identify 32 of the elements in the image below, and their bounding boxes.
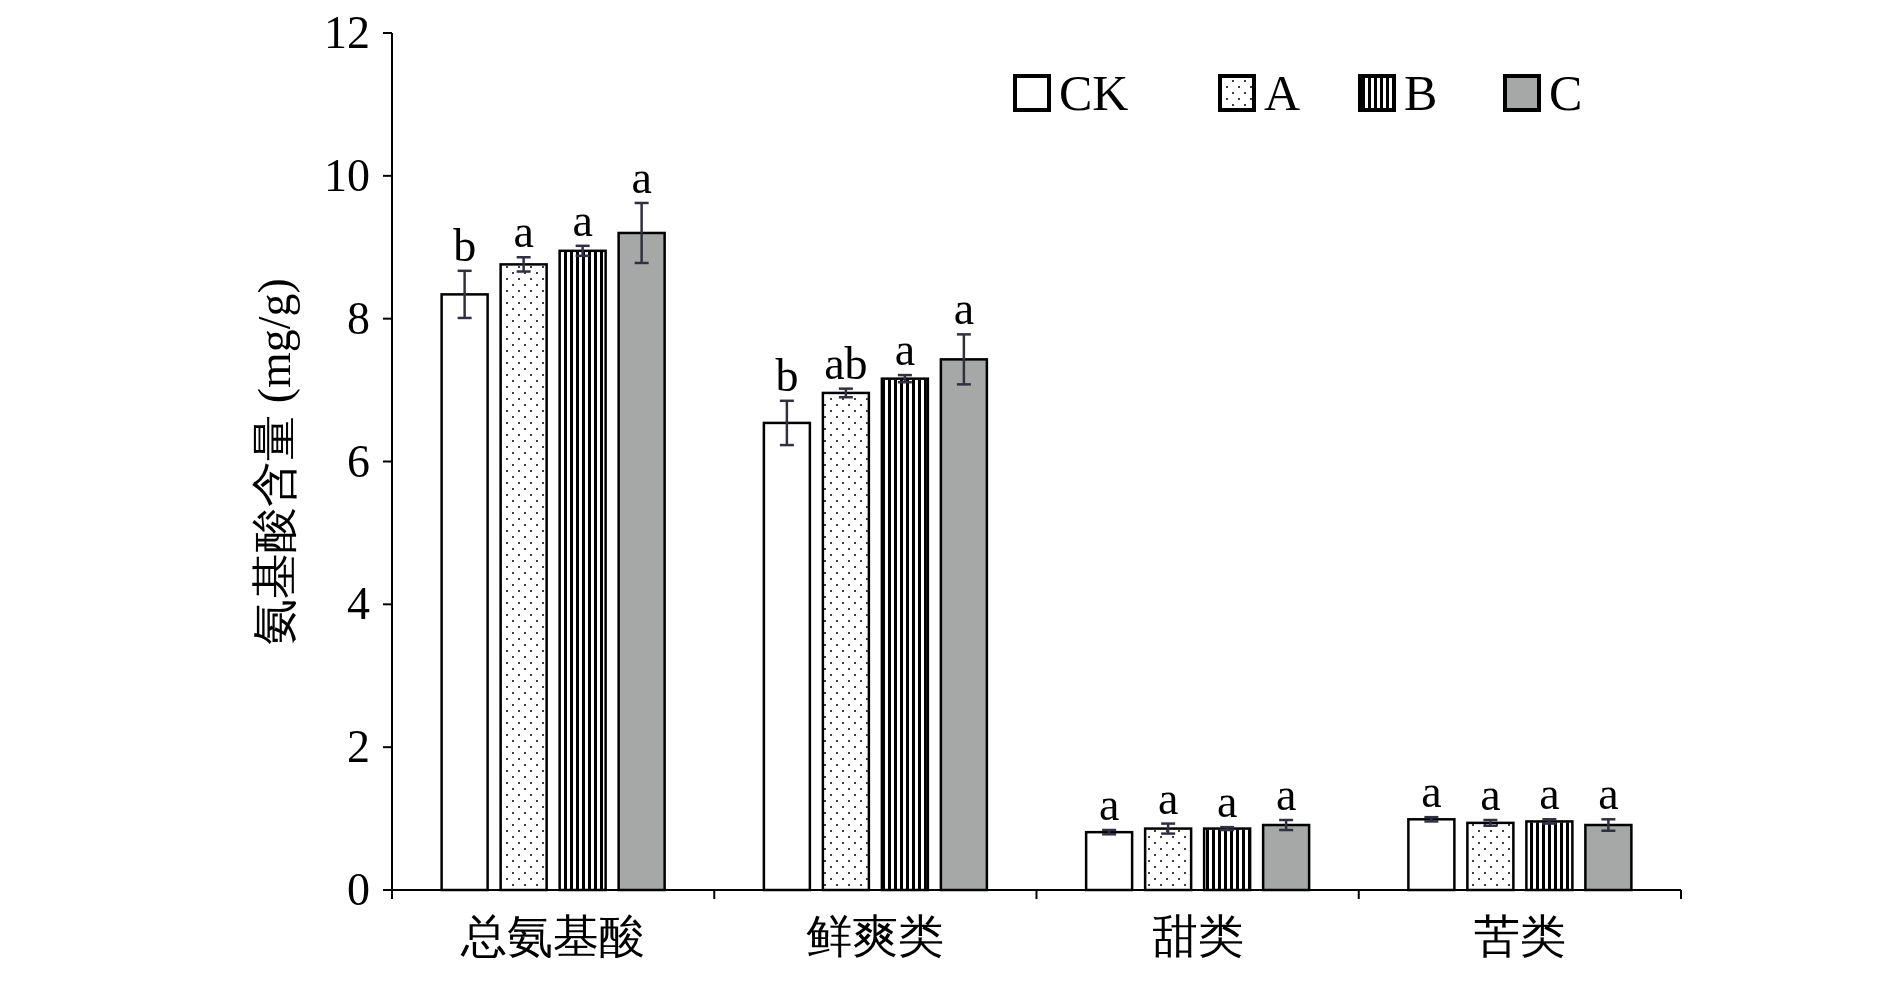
- data-label: b: [453, 219, 477, 271]
- data-label: a: [1216, 776, 1238, 828]
- legend-label: B: [1404, 65, 1438, 121]
- data-label: a: [1480, 769, 1501, 821]
- data-label: a: [953, 283, 975, 335]
- x-tick-label: 甜类: [1151, 911, 1244, 962]
- data-label: ab: [824, 337, 868, 389]
- y-tick-label: 2: [347, 721, 370, 773]
- x-tick-label: 总氨基酸: [460, 911, 646, 962]
- data-label: a: [1098, 779, 1120, 831]
- legend-label: A: [1264, 65, 1301, 121]
- data-label: a: [1157, 772, 1179, 824]
- x-tick-label: 苦类: [1473, 911, 1566, 962]
- y-tick-label: 10: [324, 149, 370, 201]
- data-label: a: [1421, 766, 1442, 818]
- y-tick-label: 6: [347, 435, 370, 487]
- y-tick-label: 12: [324, 7, 370, 58]
- x-tick-label: 鲜爽类: [806, 911, 945, 962]
- y-tick-label: 0: [347, 864, 370, 915]
- y-axis-title: 氨基酸含量 (mg/g): [249, 278, 300, 645]
- legend-label: C: [1549, 65, 1583, 121]
- data-label: a: [1275, 769, 1297, 821]
- data-label: a: [894, 324, 916, 376]
- data-label: a: [572, 194, 593, 246]
- data-label: b: [775, 349, 799, 401]
- data-label: a: [1598, 768, 1619, 820]
- data-label: a: [631, 151, 652, 203]
- y-tick-label: 4: [347, 578, 370, 630]
- y-tick-label: 8: [347, 292, 370, 344]
- data-label: a: [513, 206, 534, 258]
- legend-label: CK: [1059, 65, 1129, 121]
- data-label: a: [1539, 768, 1560, 820]
